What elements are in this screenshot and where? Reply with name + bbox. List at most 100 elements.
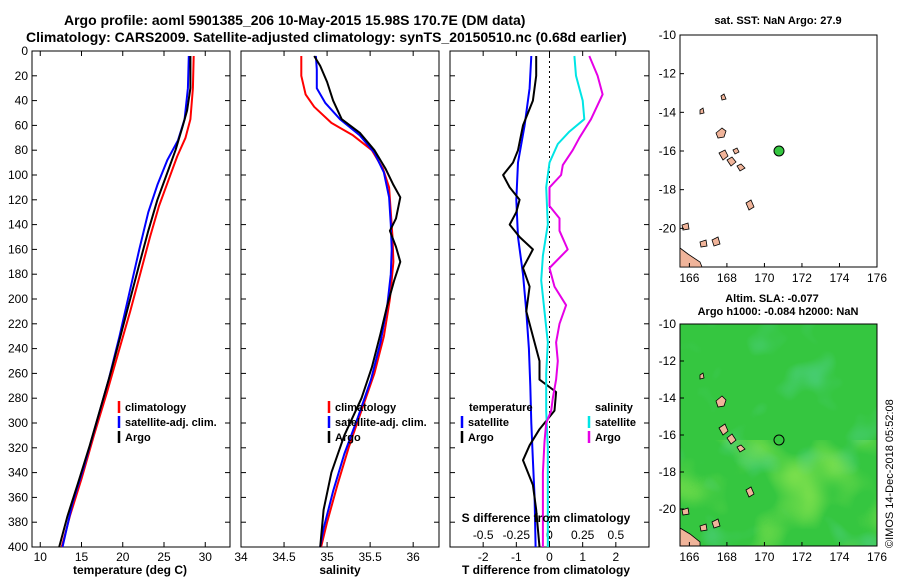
map-x-tick-label: 174 (829, 550, 849, 564)
sst-map-axes: 166 168 170 172 174 176 -10 -12 -14 -16 -18 -20 (659, 28, 888, 285)
map-x-tick-label: 170 (754, 550, 774, 564)
island (736, 163, 746, 172)
map-x-tick-label: 166 (679, 271, 699, 285)
x-tick-label-top: 0 (546, 528, 553, 542)
island (715, 127, 727, 139)
island (745, 486, 755, 498)
x-tick-label: 25 (157, 550, 171, 564)
map-y-tick-label: -14 (659, 391, 677, 405)
sla-map-axes: 166 168 170 172 174 176 -10 -12 -14 -16 -18 -20 (659, 317, 888, 564)
x-tick-label: 36 (406, 550, 420, 564)
island (699, 239, 708, 248)
island (680, 527, 701, 546)
y-tick-label: 400 (8, 540, 28, 554)
argo-float-marker (773, 145, 785, 157)
legend-argo-label: Argo (125, 432, 151, 444)
t-difference-axis-label: T difference from climatology (462, 563, 630, 577)
salinity-axis-label: salinity (319, 563, 361, 577)
island (745, 199, 755, 211)
map-y-tick-label: -10 (659, 317, 677, 331)
x-tick-label: 1 (579, 550, 586, 564)
temperature-panel: 0 20 40 60 80 100 120 140 160 180 200 220 240 260 280 3… (8, 44, 231, 564)
y-tick-label: 0 (21, 44, 28, 58)
sla-map: 166 168 170 172 174 176 -10 -12 -14 -16 -18 -20 (659, 317, 888, 564)
series-line-argo (58, 56, 192, 548)
x-tick-label: 10 (34, 550, 48, 564)
island (726, 156, 737, 167)
legend-s-argo-label: Argo (595, 432, 621, 444)
island (679, 247, 703, 268)
map-y-tick-label: -18 (659, 465, 677, 479)
series-line-t-satellite (515, 55, 537, 548)
x-tick-label: 34 (234, 550, 248, 564)
figure-title-line2: Climatology: CARS2009. Satellite-adjuste… (26, 29, 627, 45)
y-tick-label: 20 (15, 69, 29, 83)
legend-t-satellite-label: satellite (468, 417, 509, 429)
map-y-tick-label: -10 (659, 28, 677, 42)
y-tick-label: 80 (15, 143, 29, 157)
x-tick-label: 35 (320, 550, 334, 564)
difference-plot-frame (449, 50, 650, 548)
y-tick-label: 220 (8, 317, 28, 331)
legend-temperature-title: temperature (469, 402, 533, 414)
island (711, 518, 721, 529)
map-y-tick-label: -20 (659, 221, 677, 235)
island (720, 93, 727, 101)
sla-map-islands (680, 372, 755, 546)
legend-climatology-label: climatology (125, 402, 187, 414)
map-x-tick-label: 176 (867, 550, 887, 564)
map-x-tick-label: 168 (717, 550, 737, 564)
map-x-tick-label: 170 (754, 271, 774, 285)
island (732, 147, 740, 155)
sla-map-title-line1: Altim. SLA: -0.077 (725, 293, 819, 305)
y-tick-label: 120 (8, 193, 28, 207)
y-tick-label: 60 (15, 118, 29, 132)
temperature-legend: climatology satellite-adj. clim. Argo (117, 401, 217, 444)
series-line-s-satellite (540, 55, 586, 547)
map-y-tick-label: -16 (659, 144, 677, 158)
series-line-t-argo (502, 56, 558, 548)
y-tick-label: 240 (8, 342, 28, 356)
map-y-tick-label: -16 (659, 428, 677, 442)
imos-credit: ©IMOS 14-Dec-2018 05:52:08 (884, 399, 896, 548)
y-tick-label: 340 (8, 466, 28, 480)
argo-float-marker (773, 434, 785, 446)
map-y-tick-label: -12 (659, 354, 677, 368)
x-tick-label-top: 0.25 (571, 528, 595, 542)
figure-title-line1: Argo profile: aoml 5901385_206 10-May-20… (64, 12, 525, 28)
sla-map-title-line2: Argo h1000: -0.084 h2000: NaN (698, 306, 859, 318)
island (736, 444, 746, 453)
y-tick-label: 180 (8, 267, 28, 281)
x-tick-label: 15 (75, 550, 89, 564)
salinity-legend: climatology satellite-adj. clim. Argo (327, 401, 427, 444)
sst-map-islands (679, 93, 755, 268)
difference-legend: temperature satellite Argo salinity sate… (460, 402, 636, 444)
sst-map: 166 168 170 172 174 176 -10 -12 -14 -16 -18 -20 (659, 28, 888, 285)
sst-map-argo-marker (773, 145, 785, 157)
y-tick-label: 260 (8, 366, 28, 380)
legend-argo-label: Argo (335, 432, 361, 444)
legend-satellite-label: satellite-adj. clim. (335, 417, 427, 429)
map-x-tick-label: 172 (792, 550, 812, 564)
s-difference-axis-label: S difference from climatology (462, 511, 631, 525)
difference-panel: -2 -1 0 1 2 -0.5 -0.25 0 0.25 0.5 (449, 50, 650, 564)
x-tick-label: 35.5 (358, 550, 382, 564)
island (718, 423, 729, 436)
legend-s-satellite-label: satellite (595, 417, 636, 429)
x-tick-label: 0 (546, 550, 553, 564)
y-tick-label: 200 (8, 292, 28, 306)
island (711, 236, 721, 247)
x-tick-label-top: 0.5 (607, 528, 624, 542)
legend-satellite-label: satellite-adj. clim. (125, 417, 217, 429)
series-line-s-climatology (541, 55, 604, 547)
y-tick-label: 380 (8, 515, 28, 529)
legend-climatology-label: climatology (335, 402, 397, 414)
y-tick-label: 320 (8, 441, 28, 455)
map-x-tick-label: 176 (867, 271, 887, 285)
x-tick-label: 34.5 (272, 550, 296, 564)
map-y-tick-label: -20 (659, 502, 677, 516)
series-line-climatology (60, 55, 195, 548)
y-tick-label: 100 (8, 168, 28, 182)
legend-salinity-title: salinity (595, 402, 634, 414)
